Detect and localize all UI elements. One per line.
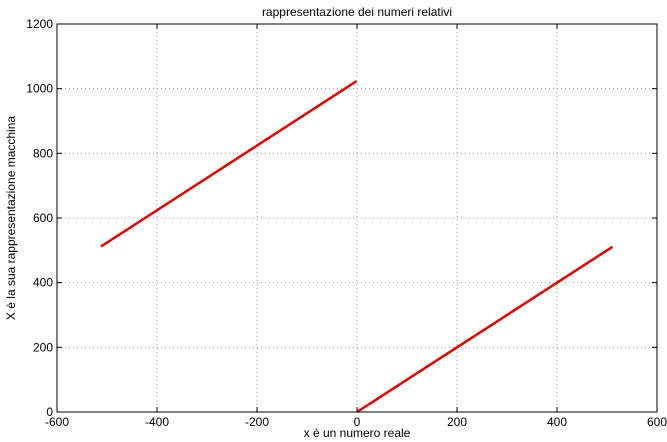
series-layer [100,80,614,414]
tick-layer [56,23,658,413]
y-tick-label: 400 [33,276,53,290]
y-tick-label: 600 [33,211,53,225]
y-tick-label: 1200 [26,17,53,31]
x-axis-label: x è un numero reale [304,426,411,440]
x-tick-label: 600 [647,415,667,429]
x-tick-label: 0 [354,415,361,429]
y-tick-label: 0 [46,405,53,419]
tick-label-layer: -600 -400 -200 0 200 400 600 0 200 400 600 800 1000 1… [26,17,667,429]
y-tick-label: 1000 [26,82,53,96]
series-line-2 [356,245,614,414]
series-line-1 [100,80,358,248]
x-tick-label: -400 [145,415,169,429]
x-tick-label: -200 [245,415,269,429]
y-axis-label: X è la sua rappresentazione macchina [4,116,18,320]
x-tick-label: 400 [547,415,567,429]
y-tick-label: 200 [33,340,53,354]
grid-layer [57,24,657,412]
x-tick-label: -600 [45,415,69,429]
chart-title: rappresentazione dei numeri relativi [262,5,452,19]
x-tick-label: 200 [447,415,467,429]
y-tick-label: 800 [33,146,53,160]
